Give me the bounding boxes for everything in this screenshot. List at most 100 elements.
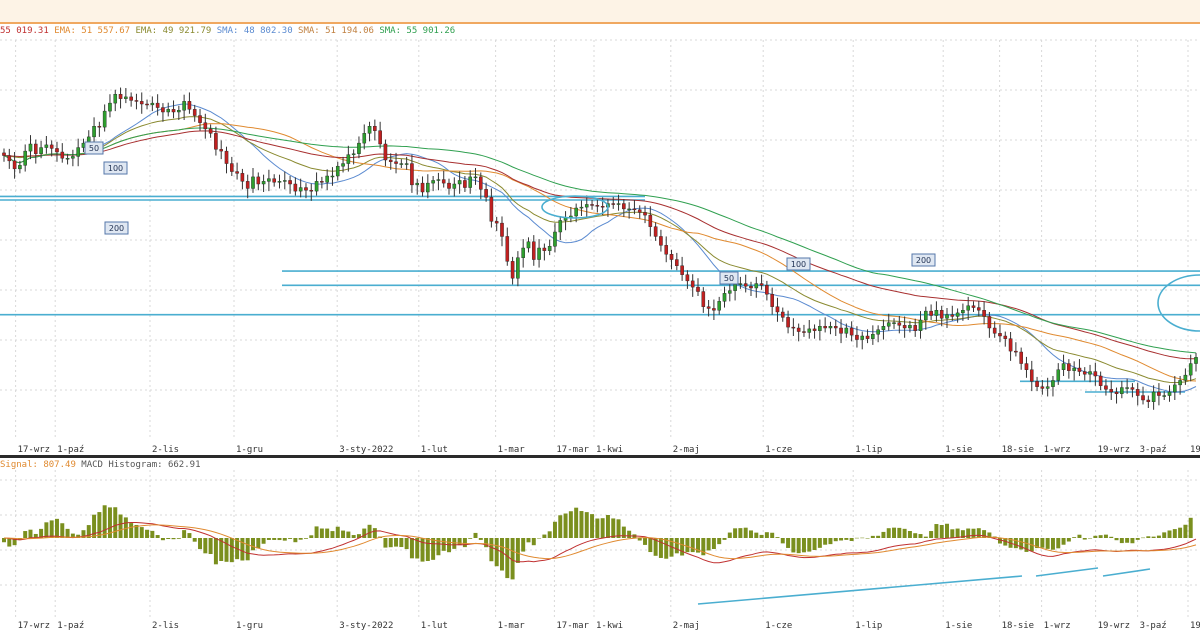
candle xyxy=(44,136,49,154)
candle xyxy=(743,274,748,293)
candle xyxy=(404,156,409,170)
histogram-bar xyxy=(1146,536,1151,538)
ma-period-label-1: 100 xyxy=(103,161,128,175)
histogram-bar xyxy=(812,538,817,550)
candle-body xyxy=(251,176,255,189)
candle xyxy=(1188,354,1193,382)
candle-body xyxy=(1003,335,1008,339)
signal-line xyxy=(3,524,1197,560)
candle-body xyxy=(118,94,123,99)
candle-body xyxy=(224,150,229,164)
candle xyxy=(1178,376,1182,395)
histogram-bar xyxy=(542,534,547,538)
candle-body xyxy=(1114,391,1119,394)
candle xyxy=(966,296,970,320)
grid xyxy=(0,39,1200,618)
x-tick-label: 19-wrz xyxy=(1098,621,1131,630)
candle-body xyxy=(542,247,547,251)
histogram-bar xyxy=(12,538,17,546)
ma-period-label-5: 200 xyxy=(911,253,936,267)
candle-body xyxy=(1035,381,1039,387)
candle xyxy=(1146,395,1151,408)
histogram-bar xyxy=(409,538,414,559)
candle xyxy=(251,168,255,193)
histogram-bar xyxy=(388,538,393,548)
x-tick-label: 3-paź xyxy=(1140,445,1167,455)
ma-label-box xyxy=(719,271,739,285)
candle-body xyxy=(145,103,149,106)
candle xyxy=(293,177,298,196)
candle xyxy=(595,198,600,213)
candle-body xyxy=(108,102,112,112)
histogram-bar xyxy=(780,538,785,544)
candle xyxy=(701,287,706,313)
candle-body xyxy=(690,280,695,288)
macd-legend: Signal: 807.49 MACD Histogram: 662.91 xyxy=(0,460,200,470)
histogram-bar xyxy=(590,514,595,538)
candle-body xyxy=(44,144,49,148)
histogram-bar xyxy=(960,530,965,538)
histogram-bar xyxy=(394,538,399,547)
histogram-bar xyxy=(886,528,891,538)
moving-averages xyxy=(3,103,1197,393)
x-tick-label: 1-cze xyxy=(765,621,792,630)
candle-body xyxy=(267,178,271,182)
candle xyxy=(685,270,690,289)
candle xyxy=(145,99,149,110)
candle-body xyxy=(1141,395,1145,401)
histogram-bar xyxy=(1183,524,1188,538)
histogram-bar xyxy=(749,530,753,538)
histogram-bar xyxy=(39,528,44,538)
x-tick-label: 1-kwi xyxy=(596,621,623,630)
candle xyxy=(415,178,420,195)
histogram-bar xyxy=(727,532,732,538)
histogram-bar xyxy=(1141,537,1146,539)
ma-legend-item-1: EMA: 51 557.67 xyxy=(48,26,131,36)
histogram-bar xyxy=(637,538,642,541)
candle xyxy=(537,239,541,268)
candle xyxy=(510,256,515,285)
candle xyxy=(1077,359,1082,376)
candle xyxy=(754,276,759,298)
candle xyxy=(1019,347,1023,370)
candle-body xyxy=(288,180,292,185)
candle-body xyxy=(182,101,186,111)
candle-body xyxy=(134,100,139,102)
x-tick-label: 1-wrz xyxy=(1044,621,1071,630)
histogram-bar xyxy=(775,537,780,538)
candle-body xyxy=(786,317,790,328)
candle-body xyxy=(712,308,716,311)
candle-body xyxy=(1135,389,1140,396)
candle-body xyxy=(7,155,12,162)
histogram-bar xyxy=(484,538,489,548)
histogram-bar xyxy=(1178,527,1183,538)
candle-body xyxy=(706,306,711,309)
candle-body xyxy=(1029,369,1034,382)
histogram-bar xyxy=(44,522,49,538)
candle xyxy=(770,287,774,315)
candle xyxy=(49,140,54,157)
histogram-bar xyxy=(134,524,139,538)
candle-body xyxy=(394,161,398,164)
candle-body xyxy=(92,126,96,138)
candle-body xyxy=(60,151,65,159)
candle xyxy=(500,216,504,247)
candle xyxy=(611,196,616,209)
candle xyxy=(399,159,404,168)
x-tick-label: 1-kwi xyxy=(596,445,623,455)
candle xyxy=(563,211,568,231)
candle-body xyxy=(55,148,59,153)
candle-body xyxy=(373,126,377,131)
candle xyxy=(187,92,192,114)
candle xyxy=(192,104,197,122)
candle xyxy=(643,205,647,224)
candle-body xyxy=(992,327,997,334)
x-tick-label: 1-wrz xyxy=(1044,445,1071,455)
candle-body xyxy=(378,130,382,145)
candle-body xyxy=(600,206,605,208)
histogram-bar xyxy=(298,538,303,540)
candle xyxy=(945,308,949,328)
candle xyxy=(897,316,902,334)
